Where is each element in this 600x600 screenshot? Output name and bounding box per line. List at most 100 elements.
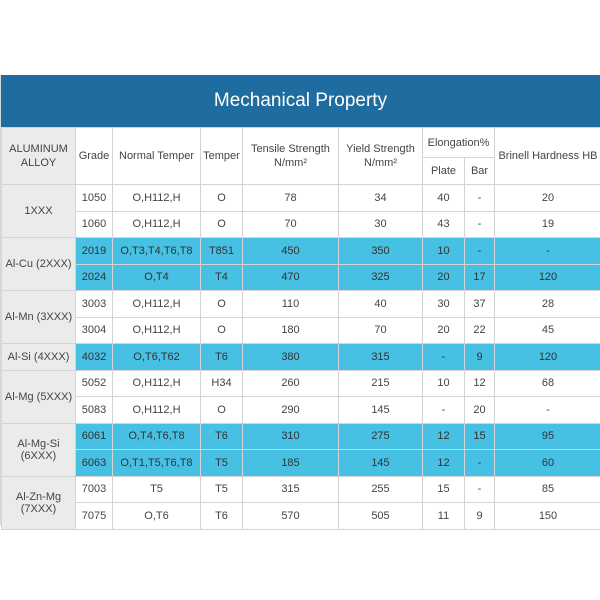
cell-alloy-group: Al-Cu (2XXX) <box>1 237 76 291</box>
cell-tensile-strength: 70 <box>242 210 339 238</box>
cell-normal-temper: T5 <box>112 475 201 503</box>
cell-normal-temper: O,T4,T6,T8 <box>112 422 201 450</box>
table-row: 5083 O,H112,H O 290 145-20- <box>2 396 600 424</box>
table-row: 7075 O,T6 T6 570 505 11 9 150 <box>2 502 600 530</box>
cell-grade: 7075 <box>75 502 113 530</box>
cell-yield-strength: 255 <box>338 475 423 503</box>
cell-yield-strength: 350 <box>338 237 423 265</box>
cell-temper: O <box>200 210 243 238</box>
cell-alloy-group: Al-Mn (3XXX) <box>1 290 76 344</box>
cell-normal-temper: O,T3,T4,T6,T8 <box>112 237 201 265</box>
header-plate: Plate <box>422 157 465 185</box>
cell-tensile-strength: 570 <box>242 502 339 530</box>
cell-brinell-hardness: 150 <box>494 502 600 530</box>
cell-elongation-bar: 37 <box>464 290 495 318</box>
cell-yield-strength: 315 <box>338 343 423 371</box>
cell-tensile-strength: 260 <box>242 369 339 397</box>
cell-tensile-strength: 78 <box>242 184 339 212</box>
cell-temper: T5 <box>200 475 243 503</box>
cell-yield-strength: 325 <box>338 263 423 291</box>
cell-alloy-group: Al-Mg-Si (6XXX) <box>1 422 76 477</box>
cell-temper: T6 <box>200 502 243 530</box>
cell-elongation-bar: 17 <box>464 263 495 291</box>
cell-temper: O <box>200 290 243 318</box>
cell-alloy-group: Al-Zn-Mg (7XXX) <box>1 475 76 530</box>
cell-grade: 4032 <box>75 343 113 371</box>
cell-temper: T851 <box>200 237 243 265</box>
cell-tensile-strength: 380 <box>242 343 339 371</box>
cell-temper: T5 <box>200 449 243 477</box>
cell-elongation-plate: 40 <box>422 184 465 212</box>
cell-tensile-strength: 180 <box>242 316 339 344</box>
header-aluminum-alloy: ALUMINUM ALLOY <box>1 127 76 185</box>
cell-elongation-plate: 20 <box>422 263 465 291</box>
cell-grade: 6063 <box>75 449 113 477</box>
table-row: 3004 O,H112,H O 180 70 20 22 45 <box>2 316 600 344</box>
mechanical-property-table-panel: Mechanical Property ALUMINUM ALLOY Grade… <box>0 75 600 530</box>
table-row: 2024 O,T4 T4 470 325 20 17 120 <box>2 263 600 291</box>
cell-alloy-group: 1XXX <box>1 184 76 238</box>
cell-grade: 7003 <box>75 475 113 503</box>
cell-elongation-plate: 12 <box>422 449 465 477</box>
cell-grade: 3003 <box>75 290 113 318</box>
cell-grade: 5083 <box>75 396 113 424</box>
cell-grade: 1050 <box>75 184 113 212</box>
header-elongation: Elongation% <box>422 127 495 158</box>
cell-grade: 6061 <box>75 422 113 450</box>
header-grade: Grade <box>75 127 113 185</box>
cell-grade: 2019 <box>75 237 113 265</box>
mechanical-property-table: ALUMINUM ALLOY Grade Normal Temper Tempe… <box>1 127 600 530</box>
cell-yield-strength: 70 <box>338 316 423 344</box>
cell-elongation-bar: - <box>464 449 495 477</box>
table-row: 6063 O,T1,T5,T6,T8 T5 185 145 12-60 <box>2 449 600 477</box>
cell-elongation-plate: 43 <box>422 210 465 238</box>
cell-elongation-bar: 15 <box>464 422 495 450</box>
cell-temper: O <box>200 316 243 344</box>
table-title: Mechanical Property <box>1 75 600 127</box>
cell-brinell-hardness: 95 <box>494 422 600 450</box>
cell-normal-temper: O,H112,H <box>112 316 201 344</box>
cell-yield-strength: 34 <box>338 184 423 212</box>
cell-brinell-hardness: 68 <box>494 369 600 397</box>
cell-temper: H34 <box>200 369 243 397</box>
cell-grade: 3004 <box>75 316 113 344</box>
cell-temper: O <box>200 396 243 424</box>
cell-normal-temper: O,T4 <box>112 263 201 291</box>
cell-normal-temper: O,H112,H <box>112 184 201 212</box>
cell-elongation-bar: 9 <box>464 343 495 371</box>
cell-elongation-bar: - <box>464 184 495 212</box>
cell-brinell-hardness: 120 <box>494 343 600 371</box>
cell-elongation-bar: 9 <box>464 502 495 530</box>
cell-elongation-plate: 15 <box>422 475 465 503</box>
cell-normal-temper: O,H112,H <box>112 210 201 238</box>
cell-tensile-strength: 185 <box>242 449 339 477</box>
cell-yield-strength: 275 <box>338 422 423 450</box>
cell-normal-temper: O,H112,H <box>112 396 201 424</box>
cell-grade: 2024 <box>75 263 113 291</box>
cell-elongation-bar: 22 <box>464 316 495 344</box>
cell-normal-temper: O,T1,T5,T6,T8 <box>112 449 201 477</box>
cell-yield-strength: 505 <box>338 502 423 530</box>
cell-tensile-strength: 290 <box>242 396 339 424</box>
cell-brinell-hardness: 85 <box>494 475 600 503</box>
cell-brinell-hardness: 60 <box>494 449 600 477</box>
cell-temper: T6 <box>200 343 243 371</box>
header-bar: Bar <box>464 157 495 185</box>
cell-elongation-plate: 10 <box>422 369 465 397</box>
cell-tensile-strength: 310 <box>242 422 339 450</box>
table-row: Al-Mg (5XXX) 5052 O,H112,H H34 260 215 10 12 68 <box>1 369 600 424</box>
cell-temper: T4 <box>200 263 243 291</box>
table-row: 1060 O,H112,H O 70 30 43-19 <box>2 210 600 238</box>
cell-grade: 1060 <box>75 210 113 238</box>
table-row: Al-Si (4XXX) 4032 O,T6,T62 T6 380 315-9 120 <box>1 343 600 371</box>
header-temper: Temper <box>200 127 243 185</box>
cell-temper: O <box>200 184 243 212</box>
cell-elongation-plate: 10 <box>422 237 465 265</box>
cell-brinell-hardness: 19 <box>494 210 600 238</box>
cell-elongation-plate: 12 <box>422 422 465 450</box>
cell-normal-temper: O,T6 <box>112 502 201 530</box>
cell-elongation-plate: 11 <box>422 502 465 530</box>
cell-elongation-plate: - <box>422 343 465 371</box>
cell-yield-strength: 215 <box>338 369 423 397</box>
cell-grade: 5052 <box>75 369 113 397</box>
